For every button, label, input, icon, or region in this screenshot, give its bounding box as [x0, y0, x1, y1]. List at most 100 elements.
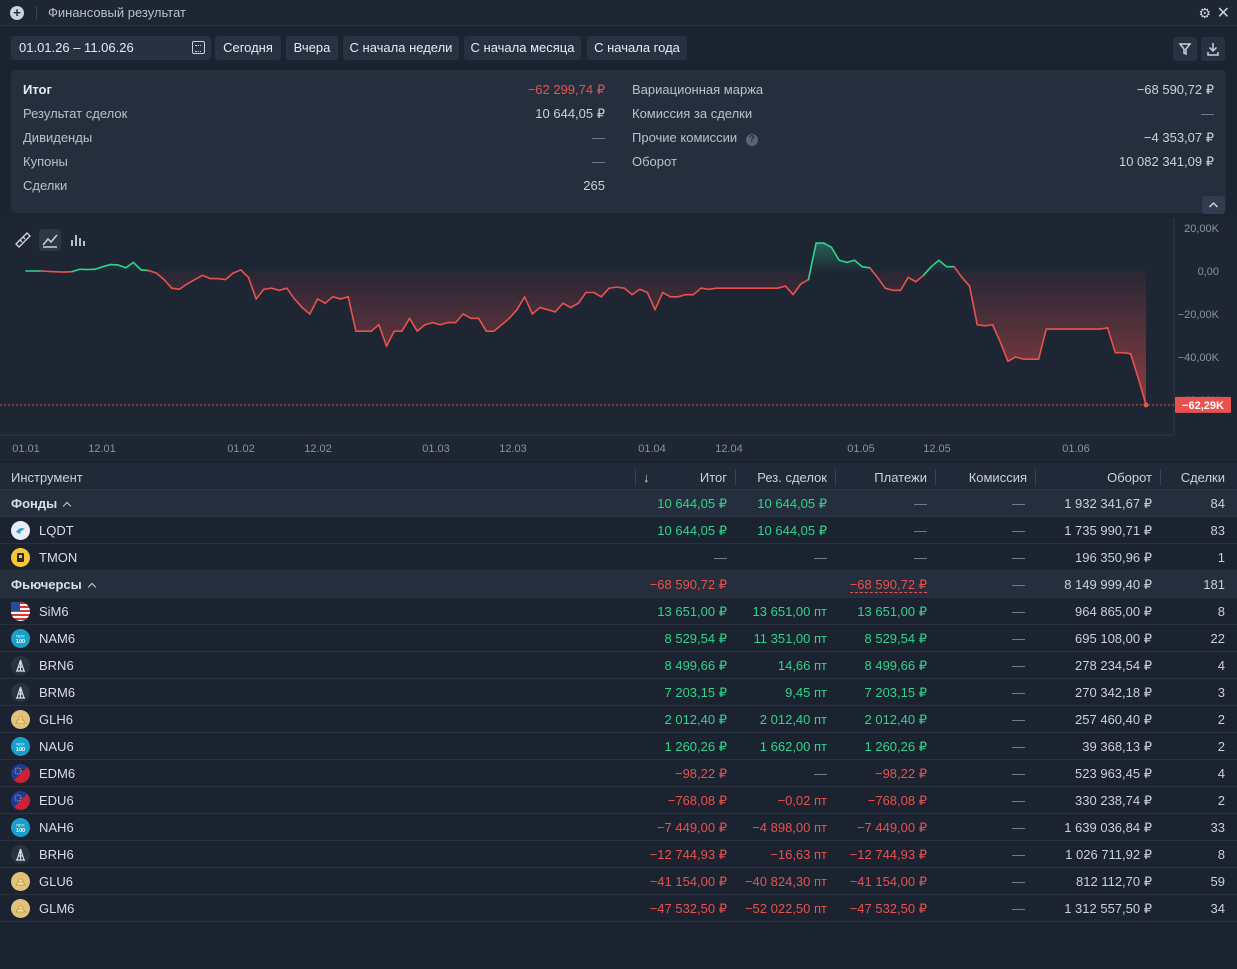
group-row[interactable]: Фонды 10 644,05 ₽ 10 644,05 ₽ — — 1 932 341,6…	[0, 490, 1237, 517]
pnl-line-segment	[424, 321, 434, 326]
pnl-line-segment	[293, 298, 303, 309]
col-turnover-header[interactable]: Оборот	[1107, 470, 1152, 485]
group-label: Фьючерсы	[11, 577, 82, 592]
ruler-tool-button[interactable]	[12, 229, 34, 251]
bar-chart-tool-button[interactable]	[67, 229, 89, 251]
table-row[interactable]: EDU6 −768,08 ₽ −0,02 пт −768,08 ₽ — 330 238,7…	[0, 787, 1237, 814]
x-tick-label: 12.01	[88, 443, 116, 455]
preset-today-button[interactable]: Сегодня	[215, 36, 281, 60]
table-row[interactable]: SiM6 13 651,00 ₽ 13 651,00 пт 13 651,00 ₽ — 9…	[0, 598, 1237, 625]
preset-yesterday-button[interactable]: Вчера	[286, 36, 338, 60]
last-value-marker	[1143, 402, 1149, 408]
col-rez-header[interactable]: Рез. сделок	[757, 470, 827, 485]
help-icon[interactable]: ?	[745, 134, 758, 146]
row-sdelki-cell: 59	[1210, 874, 1225, 889]
filter-icon	[1178, 43, 1192, 56]
calendar-icon[interactable]	[192, 41, 205, 54]
preset-year-button[interactable]: С начала года	[587, 36, 687, 60]
pnl-line-segment	[1129, 352, 1140, 380]
table-row[interactable]: GLU6 −41 154,00 ₽ −40 824,30 пт −41 154,00 …	[0, 868, 1237, 895]
x-tick-label: 01.04	[638, 443, 666, 455]
export-button[interactable]	[1201, 37, 1225, 61]
pnl-line-segment	[201, 274, 211, 280]
table-row[interactable]: GLM6 −47 532,50 ₽ −52 022,50 пт −47 532,50 …	[0, 895, 1237, 922]
sort-arrow-icon[interactable]: ↓	[643, 470, 650, 485]
row-itog-cell: 2 012,40 ₽	[664, 712, 728, 727]
line-chart-tool-button[interactable]	[39, 229, 61, 251]
table-row[interactable]: EDM6 −98,22 ₽ — −98,22 ₽ — 523 963,45 ₽ 4	[0, 760, 1237, 787]
table-row[interactable]: NDX 100 NAU6 1 260,26 ₽ 1 662,00 пт 1 260,26 …	[0, 733, 1237, 760]
row-sdelki-cell: 3	[1217, 685, 1225, 700]
row-itog-cell: 10 644,05 ₽	[657, 523, 727, 538]
group-name[interactable]: Фьючерсы	[11, 577, 96, 592]
table-row[interactable]: BRH6 −12 744,93 ₽ −16,63 пт −12 744,93 ₽ — 1 …	[0, 841, 1237, 868]
oil-rig-icon	[11, 683, 30, 702]
instrument-name: GLH6	[39, 712, 73, 727]
svg-text:100: 100	[16, 639, 25, 645]
table-row[interactable]: GLH6 2 012,40 ₽ 2 012,40 пт 2 012,40 ₽ — 257 …	[0, 706, 1237, 733]
cell-value: −68 590,72 ₽	[849, 577, 927, 593]
date-range-picker[interactable]: 01.01.26 – 11.06.26	[11, 36, 211, 60]
pnl-line-segment	[792, 283, 802, 296]
col-payments-header[interactable]: Платежи	[874, 470, 927, 485]
col-divider[interactable]	[835, 469, 836, 485]
summary-coupons-label: Купоны	[23, 154, 68, 169]
table-row[interactable]: BRM6 7 203,15 ₽ 9,45 пт 7 203,15 ₽ — 270 342,…	[0, 679, 1237, 706]
svg-text:NDX: NDX	[16, 742, 25, 747]
col-instrument-header[interactable]: Инструмент	[11, 470, 83, 485]
table-row[interactable]: BRN6 8 499,66 ₽ 14,66 пт 8 499,66 ₽ — 278 234…	[0, 652, 1237, 679]
oil-rig-icon	[11, 845, 30, 864]
pnl-line-segment	[853, 259, 863, 268]
table-row[interactable]: NDX 100 NAM6 8 529,54 ₽ 11 351,00 пт 8 529,54…	[0, 625, 1237, 652]
row-sdelki-cell: 2	[1217, 712, 1225, 727]
col-commission-header[interactable]: Комиссия	[968, 470, 1027, 485]
filter-button[interactable]	[1173, 37, 1197, 61]
group-row[interactable]: Фьючерсы −68 590,72 ₽ −68 590,72 ₽ — 8 149 9…	[0, 571, 1237, 598]
gear-icon[interactable]: ⚙	[1198, 5, 1211, 21]
preset-week-button[interactable]: С начала недели	[343, 36, 459, 60]
pnl-chart[interactable]: 20,00K0,00−20,00K−40,00K−60,00K−62,29K01…	[0, 217, 1237, 461]
pnl-line-segment	[332, 296, 342, 300]
group-name[interactable]: Фонды	[11, 496, 72, 511]
col-deals-header[interactable]: Сделки	[1180, 470, 1225, 485]
row-sdelki-cell: 34	[1210, 901, 1225, 916]
row-plat-cell: 2 012,40 ₽	[864, 712, 928, 727]
table-row[interactable]: TMON — — — — 196 350,96 ₽ 1	[0, 544, 1237, 571]
row-kom-cell: —	[1012, 766, 1025, 781]
pnl-line-segment	[938, 259, 948, 268]
pnl-line-segment	[577, 291, 587, 305]
plot-area	[0, 217, 1174, 435]
table-row[interactable]: NDX 100 NAH6 −7 449,00 ₽ −4 898,00 пт −7 449,…	[0, 814, 1237, 841]
chevron-up-icon[interactable]	[63, 501, 72, 511]
row-kom-cell: —	[1012, 901, 1025, 916]
row-kom-cell: —	[1012, 793, 1025, 808]
collapse-summary-button[interactable]	[1202, 196, 1225, 214]
ndx100-icon: NDX 100	[11, 737, 30, 756]
x-tick-label: 01.01	[12, 443, 40, 455]
col-itog-header[interactable]: Итог	[699, 470, 727, 485]
row-plat-cell: 1 260,26 ₽	[864, 739, 928, 754]
pnl-line-segment	[899, 276, 909, 292]
pnl-line-segment	[462, 313, 472, 320]
group-itog-cell: 10 644,05 ₽	[657, 496, 727, 512]
x-tick-label: 12.05	[923, 443, 951, 455]
preset-month-button[interactable]: С начала месяца	[464, 36, 581, 60]
col-divider[interactable]	[735, 469, 736, 485]
row-kom-cell: —	[1012, 523, 1025, 538]
instrument-name: GLM6	[39, 901, 75, 916]
col-divider[interactable]	[935, 469, 936, 485]
instrument-name: BRH6	[39, 847, 74, 862]
table-row[interactable]: LQDT 10 644,05 ₽ 10 644,05 ₽ — — 1 735 990,71…	[0, 517, 1237, 544]
row-itog-cell: 8 529,54 ₽	[664, 631, 728, 646]
toolbar: 01.01.26 – 11.06.26 Сегодня Вчера С нача…	[0, 26, 1237, 68]
col-divider[interactable]	[1160, 469, 1161, 485]
pnl-line-segment	[186, 278, 196, 285]
row-rez-cell: 14,66 пт	[777, 658, 827, 673]
add-icon[interactable]: +	[10, 5, 24, 20]
negative-area	[26, 271, 1146, 405]
col-divider[interactable]	[1035, 469, 1036, 485]
other-commissions-text: Прочие комиссии	[632, 130, 738, 145]
col-divider[interactable]	[635, 469, 636, 485]
chevron-up-icon[interactable]	[87, 582, 96, 592]
close-icon[interactable]: ✕	[1216, 5, 1230, 22]
